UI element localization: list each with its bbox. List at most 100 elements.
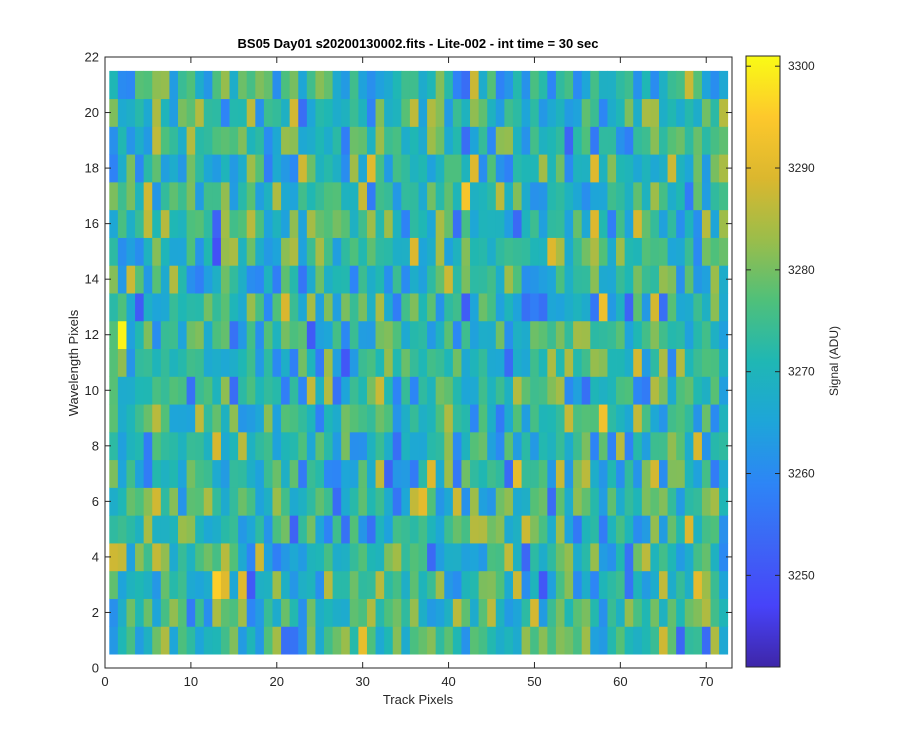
heatmap-cell (573, 459, 583, 488)
heatmap-cell (478, 293, 488, 322)
heatmap-cell (607, 598, 617, 627)
heatmap-cell (315, 570, 325, 599)
heatmap-cell (710, 598, 720, 627)
heatmap-cell (186, 431, 196, 461)
heatmap-cell (478, 459, 488, 488)
heatmap-cell (126, 543, 136, 572)
heatmap-cell (555, 487, 565, 516)
heatmap-cell (220, 320, 230, 350)
heatmap-cell (530, 626, 540, 655)
heatmap-cell (427, 98, 437, 127)
heatmap-cell (160, 293, 170, 322)
heatmap-cell (581, 626, 591, 655)
heatmap-cell (315, 626, 325, 655)
heatmap-cell (358, 459, 368, 488)
heatmap-cell (504, 265, 514, 294)
heatmap-cell (392, 376, 402, 405)
heatmap-cell (315, 98, 325, 127)
heatmap-cell (324, 181, 334, 211)
chart-title: BS05 Day01 s20200130002.fits - Lite-002 … (238, 36, 599, 51)
heatmap-cell (555, 126, 565, 155)
heatmap-cell (573, 126, 583, 155)
heatmap-cell (581, 126, 591, 155)
heatmap-cell (126, 598, 136, 627)
heatmap-cell (229, 265, 239, 294)
heatmap-cell (719, 404, 729, 433)
heatmap-cell (547, 98, 557, 127)
heatmap-cell (289, 237, 299, 266)
x-axis-label: Track Pixels (383, 692, 454, 707)
heatmap-cell (212, 404, 222, 433)
heatmap-cell (667, 515, 677, 544)
heatmap-cell (616, 570, 626, 599)
heatmap-cell (684, 376, 694, 405)
heatmap-cell (212, 431, 222, 461)
heatmap-cell (435, 487, 445, 516)
heatmap-cell (710, 265, 720, 294)
heatmap-cell (109, 98, 119, 127)
heatmap-cell (693, 348, 703, 377)
heatmap-cell (547, 70, 557, 100)
heatmap-cell (650, 515, 660, 544)
heatmap-cell (109, 570, 119, 599)
heatmap-cell (392, 598, 402, 627)
heatmap-cell (495, 209, 505, 238)
heatmap-cell (719, 181, 729, 211)
heatmap-cell (444, 570, 454, 599)
heatmap-cell (135, 98, 145, 127)
heatmap-cell (212, 487, 222, 516)
heatmap-cell (719, 98, 729, 127)
heatmap-cell (427, 126, 437, 155)
heatmap-cell (616, 348, 626, 377)
heatmap-cell (238, 515, 248, 544)
heatmap-cell (564, 459, 574, 488)
heatmap-cell (324, 98, 334, 127)
heatmap-cell (272, 598, 282, 627)
heatmap-cell (229, 348, 239, 377)
heatmap-cell (238, 181, 248, 211)
heatmap-cell (366, 487, 376, 516)
heatmap-cell (555, 626, 565, 655)
heatmap-cell (143, 348, 153, 377)
heatmap-cell (581, 70, 591, 100)
heatmap-cell (650, 265, 660, 294)
heatmap-cells (109, 70, 729, 655)
heatmap-cell (220, 209, 230, 238)
heatmap-cell (160, 626, 170, 655)
heatmap-cell (306, 487, 316, 516)
heatmap-cell (255, 487, 265, 516)
heatmap-cell (590, 459, 600, 488)
heatmap-cell (263, 126, 273, 155)
heatmap-cell (512, 293, 522, 322)
heatmap-cell (538, 348, 548, 377)
heatmap-cell (684, 320, 694, 350)
heatmap-cell (555, 209, 565, 238)
heatmap-cell (246, 570, 256, 599)
heatmap-cell (676, 237, 686, 266)
heatmap-cell (203, 98, 213, 127)
heatmap-cell (143, 404, 153, 433)
heatmap-cell (392, 404, 402, 433)
heatmap-cell (298, 515, 308, 544)
heatmap-cell (220, 126, 230, 155)
heatmap-cell (306, 265, 316, 294)
heatmap-cell (564, 209, 574, 238)
heatmap-cell (495, 570, 505, 599)
heatmap-cell (135, 598, 145, 627)
heatmap-cell (366, 320, 376, 350)
heatmap-cell (547, 126, 557, 155)
heatmap-cell (117, 209, 127, 238)
heatmap-cell (203, 459, 213, 488)
heatmap-cell (238, 126, 248, 155)
heatmap-cell (169, 265, 179, 294)
heatmap-cell (530, 376, 540, 405)
heatmap-cell (117, 70, 127, 100)
heatmap-cell (152, 293, 162, 322)
heatmap-cell (160, 70, 170, 100)
heatmap-cell (658, 543, 668, 572)
heatmap-cell (435, 237, 445, 266)
heatmap-cell (555, 431, 565, 461)
heatmap-cell (530, 543, 540, 572)
heatmap-cell (641, 404, 651, 433)
heatmap-cell (633, 126, 643, 155)
